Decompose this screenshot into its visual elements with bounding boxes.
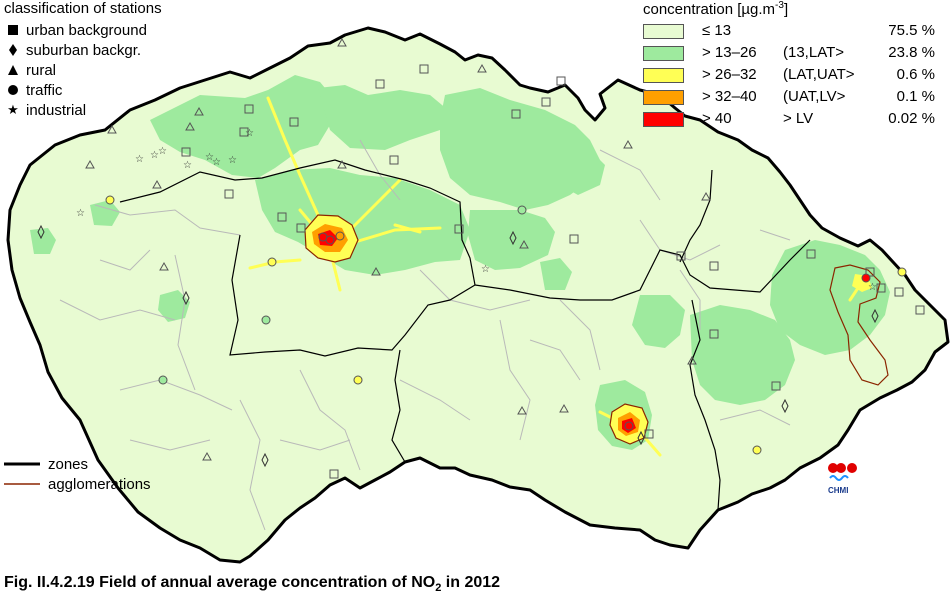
concentration-range: > 40 — [702, 110, 732, 127]
chmi-logo — [828, 463, 857, 481]
zone-boundaries — [119, 159, 811, 511]
concentration-class-row: > 32–40 (UAT,LV> 0.1 % — [643, 88, 943, 108]
triangle-icon — [4, 64, 22, 76]
figure-caption: Fig. II.4.2.19 Field of annual average c… — [4, 574, 501, 595]
concentration-class-row: > 40 > LV 0.02 % — [643, 110, 943, 130]
agglomerations-line-icon — [4, 483, 40, 485]
concentration-percent: 0.6 % — [896, 66, 935, 83]
legend-label: urban background — [26, 21, 147, 39]
concentration-class: (UAT,LV> — [783, 88, 846, 105]
concentration-class-row: ≤ 13 75.5 % — [643, 22, 943, 42]
svg-text:☆: ☆ — [205, 152, 214, 163]
stations-industrial: ☆ ☆ ☆ ☆ ☆ ☆ ☆ ☆ ☆ ☆ ☆ — [76, 128, 877, 293]
concentration-percent: 0.02 % — [888, 110, 935, 127]
legend-label: industrial — [26, 101, 87, 119]
concentration-class: (13,LAT> — [783, 44, 845, 61]
svg-text:☆: ☆ — [76, 208, 85, 219]
svg-text:☆: ☆ — [481, 264, 490, 275]
concentration-class-row: > 26–32 (LAT,UAT> 0.6 % — [643, 66, 943, 86]
concentration-range: > 26–32 — [702, 66, 757, 83]
chmi-logo-text: CHMI — [828, 486, 849, 495]
svg-text:☆: ☆ — [245, 128, 254, 139]
legend-industrial: ★ industrial — [4, 100, 86, 120]
legend-zones: zones — [4, 454, 88, 474]
legend-suburban-background: suburban backgr. — [4, 40, 141, 60]
concentration-percent: 23.8 % — [888, 44, 935, 61]
legend-urban-background: urban background — [4, 20, 147, 40]
concentration-swatch — [643, 46, 684, 61]
diamond-icon — [4, 43, 22, 57]
stations-traffic — [105, 195, 907, 455]
concentration-percent: 75.5 % — [888, 22, 935, 39]
concentration-range: > 13–26 — [702, 44, 757, 61]
legend-traffic: traffic — [4, 80, 62, 100]
zones-label: zones — [48, 455, 89, 473]
concentration-class: (LAT,UAT> — [783, 66, 855, 83]
concentration-swatch — [643, 112, 684, 127]
zones-line-icon — [4, 462, 40, 466]
concentration-swatch — [643, 90, 684, 105]
concentration-percent: 0.1 % — [896, 88, 935, 105]
svg-text:☆: ☆ — [158, 146, 167, 157]
concentration-range: > 32–40 — [702, 88, 757, 105]
legend-label: traffic — [26, 81, 63, 99]
svg-text:☆: ☆ — [150, 150, 159, 161]
concentration-swatch — [643, 24, 684, 39]
district-boundaries — [59, 139, 791, 531]
svg-text:☆: ☆ — [228, 155, 237, 166]
concentration-range: ≤ 13 — [702, 22, 732, 39]
star-icon: ★ — [7, 102, 19, 117]
agglomerations-label: agglomerations — [48, 475, 151, 493]
country-border — [6, 26, 950, 564]
concentration-swatch — [643, 68, 684, 83]
svg-text:☆: ☆ — [135, 154, 144, 165]
svg-text:☆: ☆ — [868, 282, 877, 293]
concentration-class: > LV — [783, 110, 814, 127]
concentration-legend-title: concentration [µg.m-3] — [643, 0, 789, 18]
circle-icon — [4, 84, 22, 96]
square-icon — [4, 24, 22, 36]
stations-suburban-background — [37, 224, 879, 468]
legend-label: suburban backgr. — [26, 41, 142, 59]
legend-agglomerations: agglomerations — [4, 474, 151, 494]
ostrava-agglomeration — [829, 264, 889, 386]
stations-rural — [85, 37, 711, 461]
svg-text:☆: ☆ — [183, 160, 192, 171]
stations-urban-background — [181, 64, 925, 479]
stations-legend-title: classification of stations — [4, 0, 162, 17]
concentration-class-row: > 13–26 (13,LAT> 23.8 % — [643, 44, 943, 64]
legend-label: rural — [26, 61, 57, 79]
legend-rural: rural — [4, 60, 56, 80]
svg-text:☆: ☆ — [212, 157, 221, 168]
